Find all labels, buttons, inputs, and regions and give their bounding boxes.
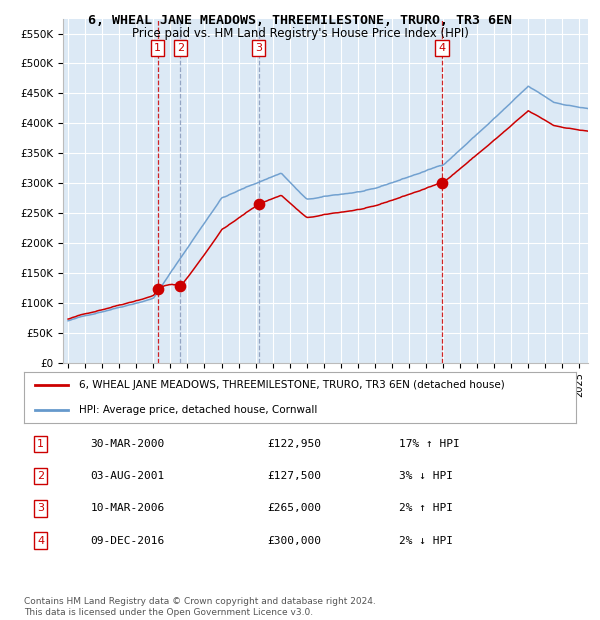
Text: 2% ↓ HPI: 2% ↓ HPI	[400, 536, 454, 546]
Text: Contains HM Land Registry data © Crown copyright and database right 2024.
This d: Contains HM Land Registry data © Crown c…	[24, 598, 376, 617]
Text: £122,950: £122,950	[267, 439, 321, 449]
Text: 2% ↑ HPI: 2% ↑ HPI	[400, 503, 454, 513]
Text: 4: 4	[439, 43, 445, 53]
Point	[175, 281, 185, 291]
Text: Price paid vs. HM Land Registry's House Price Index (HPI): Price paid vs. HM Land Registry's House …	[131, 27, 469, 40]
Text: 17% ↑ HPI: 17% ↑ HPI	[400, 439, 460, 449]
Text: 6, WHEAL JANE MEADOWS, THREEMILESTONE, TRURO, TR3 6EN (detached house): 6, WHEAL JANE MEADOWS, THREEMILESTONE, T…	[79, 379, 505, 390]
Text: 3: 3	[256, 43, 262, 53]
Text: 10-MAR-2006: 10-MAR-2006	[90, 503, 164, 513]
Text: 03-AUG-2001: 03-AUG-2001	[90, 471, 164, 481]
Point	[437, 178, 447, 188]
Text: HPI: Average price, detached house, Cornwall: HPI: Average price, detached house, Corn…	[79, 405, 317, 415]
Text: 3: 3	[37, 503, 44, 513]
Text: 09-DEC-2016: 09-DEC-2016	[90, 536, 164, 546]
Text: 6, WHEAL JANE MEADOWS, THREEMILESTONE, TRURO, TR3 6EN: 6, WHEAL JANE MEADOWS, THREEMILESTONE, T…	[88, 14, 512, 27]
Text: 4: 4	[37, 536, 44, 546]
Point	[153, 284, 163, 294]
Point	[254, 199, 263, 209]
Text: 2: 2	[177, 43, 184, 53]
Text: 1: 1	[37, 439, 44, 449]
Text: 2: 2	[37, 471, 44, 481]
Text: 1: 1	[154, 43, 161, 53]
Text: £300,000: £300,000	[267, 536, 321, 546]
Text: £127,500: £127,500	[267, 471, 321, 481]
Text: 30-MAR-2000: 30-MAR-2000	[90, 439, 164, 449]
Text: 3% ↓ HPI: 3% ↓ HPI	[400, 471, 454, 481]
Text: £265,000: £265,000	[267, 503, 321, 513]
